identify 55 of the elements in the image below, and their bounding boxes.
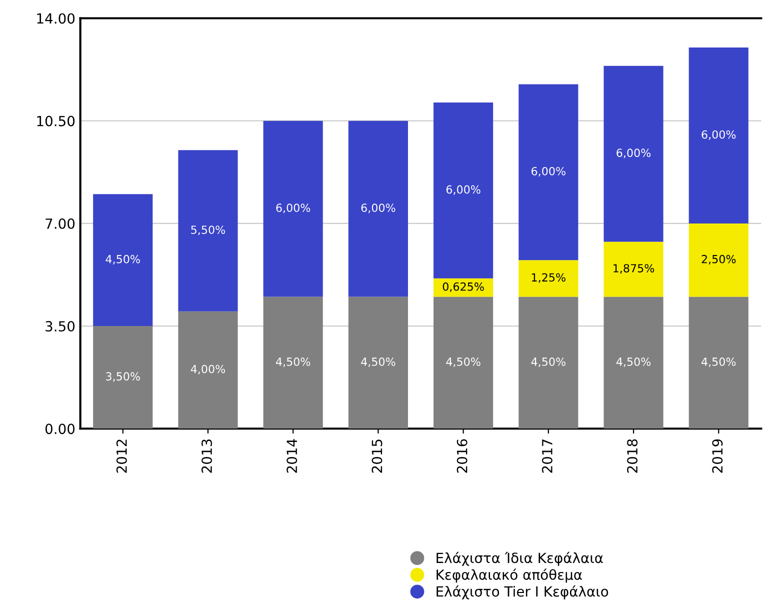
data-label: 4,50% bbox=[446, 358, 480, 368]
y-tick-label: 7.00 bbox=[46, 218, 75, 229]
data-label: 1,875% bbox=[614, 264, 654, 274]
bar bbox=[518, 260, 578, 297]
bar bbox=[348, 120, 408, 297]
x-tick-label: 2014 bbox=[286, 439, 298, 473]
bar bbox=[604, 242, 664, 297]
data-label: 6,00% bbox=[361, 204, 396, 214]
data-label: 4,50% bbox=[276, 358, 310, 368]
x-tick-label: 2018 bbox=[627, 439, 638, 473]
y-tick-label: 3.50 bbox=[46, 321, 75, 332]
data-label: 4,50% bbox=[531, 358, 566, 368]
data-label: 2,50% bbox=[702, 254, 736, 264]
bar bbox=[263, 296, 323, 429]
bar bbox=[178, 311, 238, 429]
legend-label: Ελάχιστο Tier I Κεφάλαιο bbox=[436, 585, 608, 600]
data-label: 4,50% bbox=[616, 358, 651, 368]
bar bbox=[178, 150, 238, 312]
bar bbox=[518, 296, 578, 429]
data-label: 0,625% bbox=[442, 282, 484, 292]
data-label: 6,00% bbox=[276, 204, 310, 214]
x-tick-label: 2016 bbox=[456, 439, 468, 473]
data-label: 6,00% bbox=[702, 130, 736, 140]
bar bbox=[604, 66, 664, 242]
bar bbox=[93, 326, 153, 429]
x-tick-label: 2015 bbox=[372, 440, 382, 473]
bar bbox=[434, 296, 494, 429]
data-label: 1,25% bbox=[532, 273, 566, 283]
bar bbox=[688, 223, 748, 297]
y-tick-label: 10.50 bbox=[37, 116, 75, 126]
bar bbox=[348, 296, 408, 429]
data-label: 4,50% bbox=[106, 254, 140, 264]
data-label: 6,00% bbox=[616, 148, 651, 158]
bar bbox=[93, 194, 153, 326]
data-label: 3,50% bbox=[106, 372, 140, 382]
bar bbox=[518, 84, 578, 260]
x-tick-label: 2019 bbox=[712, 439, 723, 473]
bar bbox=[688, 296, 748, 429]
data-label: 4,50% bbox=[361, 358, 396, 368]
x-tick-label: 2013 bbox=[202, 439, 212, 473]
legend-label: Ελάχιστα Ίδια Κεφάλαια bbox=[436, 552, 603, 566]
data-label: 4,50% bbox=[702, 358, 736, 368]
bar bbox=[688, 48, 748, 224]
x-tick-label: 2012 bbox=[116, 440, 127, 473]
bar bbox=[604, 296, 664, 429]
data-label: 6,00% bbox=[446, 185, 480, 195]
data-label: 5,50% bbox=[191, 226, 226, 236]
legend-label: Κεφαλαιακό απόθεμα bbox=[436, 568, 582, 583]
data-label: 4,00% bbox=[190, 364, 226, 374]
data-label: 6,00% bbox=[532, 166, 566, 176]
x-tick-label: 2017 bbox=[542, 440, 552, 473]
bar bbox=[434, 102, 494, 278]
bar bbox=[263, 120, 323, 297]
y-tick-label: 14.00 bbox=[37, 13, 75, 24]
y-tick-label: 0.00 bbox=[45, 424, 75, 434]
